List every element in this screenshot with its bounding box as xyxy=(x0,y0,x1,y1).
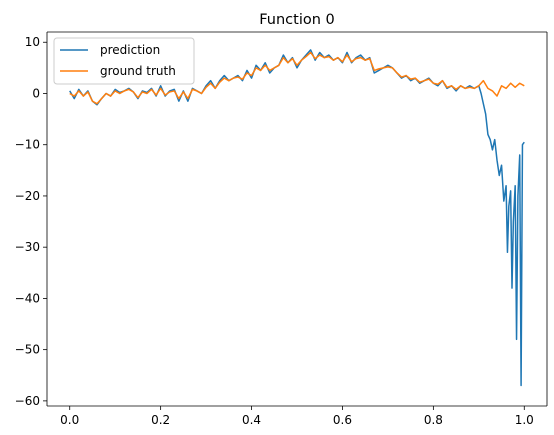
x-tick-label: 1.0 xyxy=(515,413,534,427)
y-tick-label: −60 xyxy=(15,394,40,408)
series-line-ground-truth xyxy=(69,51,525,105)
x-tick-label: 0.4 xyxy=(242,413,261,427)
y-tick-label: 10 xyxy=(25,35,40,49)
plot-area xyxy=(47,32,547,406)
axes-frame xyxy=(46,31,548,407)
x-tick-label: 0.8 xyxy=(424,413,443,427)
legend-label-prediction: prediction xyxy=(100,43,160,57)
y-tick-label: −30 xyxy=(15,240,40,254)
series-line-prediction xyxy=(69,49,525,387)
legend-box xyxy=(53,37,195,85)
y-tick-label: −40 xyxy=(15,291,40,305)
x-tick-label: 0.0 xyxy=(60,413,79,427)
series-layer xyxy=(69,49,525,387)
y-tick-label: 0 xyxy=(32,86,40,100)
x-tick-label: 0.2 xyxy=(151,413,170,427)
y-tick-label: −10 xyxy=(15,138,40,152)
ticks-layer: 0.0 0.2 0.4 0.6 0.8 1.0 10 0 −10 −20 −30 −40 −50 −60 xyxy=(15,35,534,427)
legend: prediction ground truth xyxy=(53,37,195,85)
legend-label-ground-truth: ground truth xyxy=(100,64,176,78)
y-tick-label: −50 xyxy=(15,343,40,357)
x-tick-label: 0.6 xyxy=(333,413,352,427)
y-tick-label: −20 xyxy=(15,189,40,203)
chart-title: Function 0 xyxy=(259,12,335,28)
